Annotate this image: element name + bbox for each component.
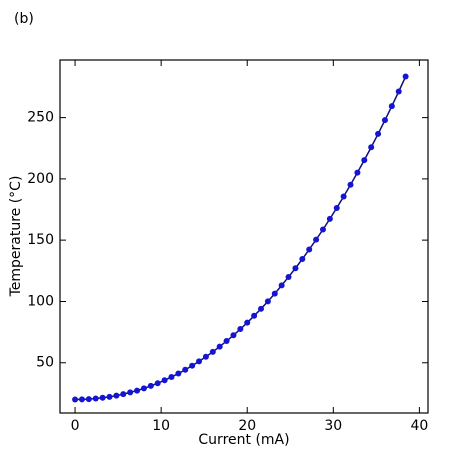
data-point: [120, 391, 127, 398]
y-tick-label: 150: [27, 232, 54, 248]
data-point: [202, 353, 209, 360]
data-point: [244, 319, 251, 326]
y-tick-label: 250: [27, 110, 54, 126]
data-point: [237, 326, 244, 333]
data-point: [347, 181, 354, 188]
data-point: [175, 370, 182, 377]
data-point: [216, 343, 223, 350]
data-point: [106, 393, 113, 400]
data-point: [161, 377, 168, 384]
data-point: [361, 157, 368, 164]
data-point: [375, 130, 382, 137]
panel-label: (b): [14, 11, 34, 27]
data-point: [264, 298, 271, 305]
data-line: [75, 76, 407, 401]
x-tick-label: 10: [152, 418, 170, 434]
y-axis-label: Temperature (°C): [8, 176, 24, 298]
data-point: [388, 103, 395, 110]
x-tick-label: 30: [324, 418, 342, 434]
data-point: [292, 265, 299, 272]
x-tick-label: 0: [71, 418, 80, 434]
data-point: [99, 394, 106, 401]
data-point: [230, 332, 237, 339]
data-point: [209, 348, 216, 355]
data-point: [381, 117, 388, 124]
data-point: [182, 366, 189, 373]
data-point: [140, 385, 147, 392]
data-point: [354, 169, 361, 176]
data-point: [326, 215, 333, 222]
data-point: [85, 396, 92, 403]
x-axis-label: Current (mA): [198, 432, 289, 448]
data-point: [306, 246, 313, 253]
y-tick-label: 100: [27, 293, 54, 309]
data-point: [154, 380, 161, 387]
data-point: [278, 282, 285, 289]
data-point: [127, 389, 134, 396]
data-point: [168, 373, 175, 380]
plot-frame: [59, 59, 429, 414]
data-point: [196, 358, 203, 365]
data-point: [258, 305, 265, 312]
data-point: [313, 236, 320, 243]
x-tick-label: 20: [238, 418, 256, 434]
data-point: [319, 226, 326, 233]
data-point: [285, 273, 292, 280]
x-tick-label: 40: [410, 418, 428, 434]
data-point: [402, 73, 409, 80]
data-point: [72, 396, 79, 403]
data-point: [368, 144, 375, 151]
data-point: [251, 312, 258, 319]
data-point: [299, 256, 306, 263]
y-tick-label: 200: [27, 171, 54, 187]
data-point: [78, 396, 85, 403]
data-point: [395, 88, 402, 95]
data-point: [147, 382, 154, 389]
data-point: [134, 387, 141, 394]
data-point: [92, 395, 99, 402]
data-point: [271, 290, 278, 297]
data-point: [340, 193, 347, 200]
data-point: [223, 338, 230, 345]
data-point: [189, 362, 196, 369]
data-point: [113, 392, 120, 399]
data-point: [333, 204, 340, 211]
y-tick-label: 50: [36, 355, 54, 371]
